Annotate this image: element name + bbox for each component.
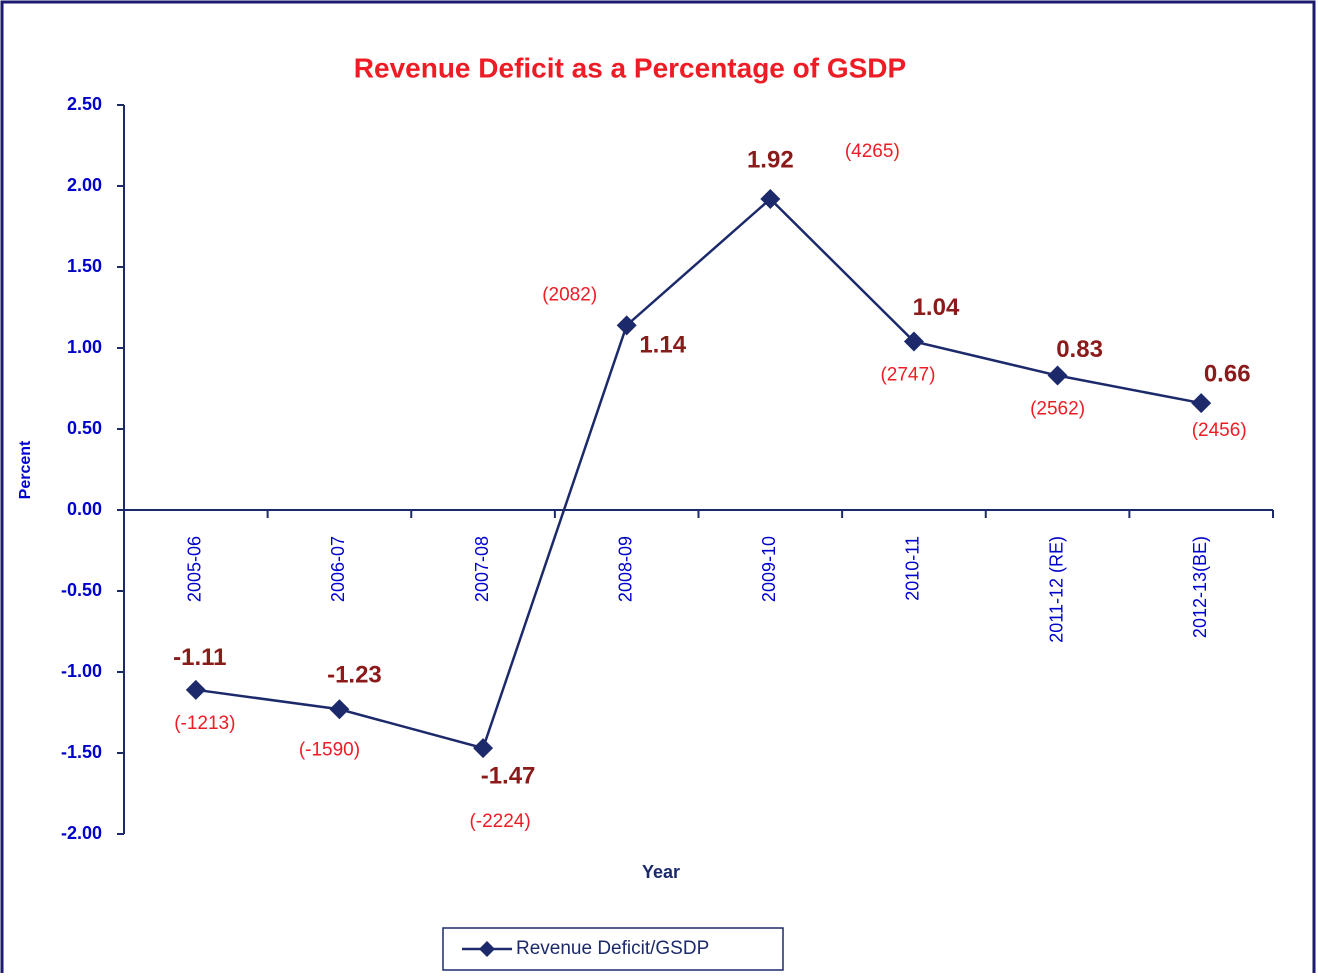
annotation: (-1590) (299, 739, 360, 760)
y-tick-label: 1.00 (67, 337, 102, 357)
marker (760, 188, 781, 209)
marker (185, 679, 206, 700)
y-tick-label: -0.50 (61, 580, 102, 600)
x-tick-label: 2009-10 (759, 536, 779, 602)
marker (1047, 365, 1068, 386)
marker (473, 738, 494, 759)
x-tick-label: 2012-13(BE) (1190, 536, 1210, 638)
y-tick-label: -2.00 (61, 823, 102, 843)
data-label: 0.83 (1056, 336, 1103, 363)
marker (1191, 393, 1212, 414)
y-tick-label: 0.50 (67, 418, 102, 438)
x-tick-label: 2007-08 (472, 536, 492, 602)
marker (329, 699, 350, 720)
marker (616, 315, 637, 336)
x-tick-label: 2005-06 (185, 536, 205, 602)
chart-title: Revenue Deficit as a Percentage of GSDP (354, 52, 906, 83)
x-axis-title: Year (642, 862, 680, 882)
x-tick-label: 2010-11 (903, 536, 923, 601)
annotation: (2456) (1192, 420, 1247, 441)
y-tick-label: 2.00 (67, 175, 102, 195)
data-label: 1.04 (913, 294, 960, 321)
data-label: 1.14 (639, 332, 686, 359)
x-tick-label: 2006-07 (328, 536, 348, 602)
x-tick-label: 2011-12 (RE) (1046, 536, 1066, 643)
data-label: -1.23 (327, 662, 382, 689)
y-axis-title: Percent (17, 440, 34, 499)
legend-label: Revenue Deficit/GSDP (516, 938, 709, 959)
legend-marker (479, 941, 495, 957)
y-tick-label: 2.50 (67, 94, 102, 114)
annotation: (2082) (542, 284, 597, 305)
annotation: (2747) (880, 365, 935, 386)
data-label: -1.47 (481, 762, 536, 789)
marker (903, 331, 924, 352)
y-tick-label: 1.50 (67, 256, 102, 276)
data-label: -1.11 (173, 644, 226, 671)
annotation: (-1213) (174, 713, 235, 734)
y-tick-label: -1.00 (61, 661, 102, 681)
data-label: 0.66 (1204, 360, 1251, 387)
y-tick-label: 0.00 (67, 499, 102, 519)
y-tick-label: -1.50 (61, 742, 102, 762)
series-line (195, 197, 1202, 750)
data-label: 1.92 (747, 146, 794, 173)
annotation: (-2224) (469, 811, 530, 832)
annotation: (4265) (845, 141, 900, 162)
x-tick-label: 2008-09 (615, 536, 635, 602)
annotation: (2562) (1030, 399, 1085, 420)
